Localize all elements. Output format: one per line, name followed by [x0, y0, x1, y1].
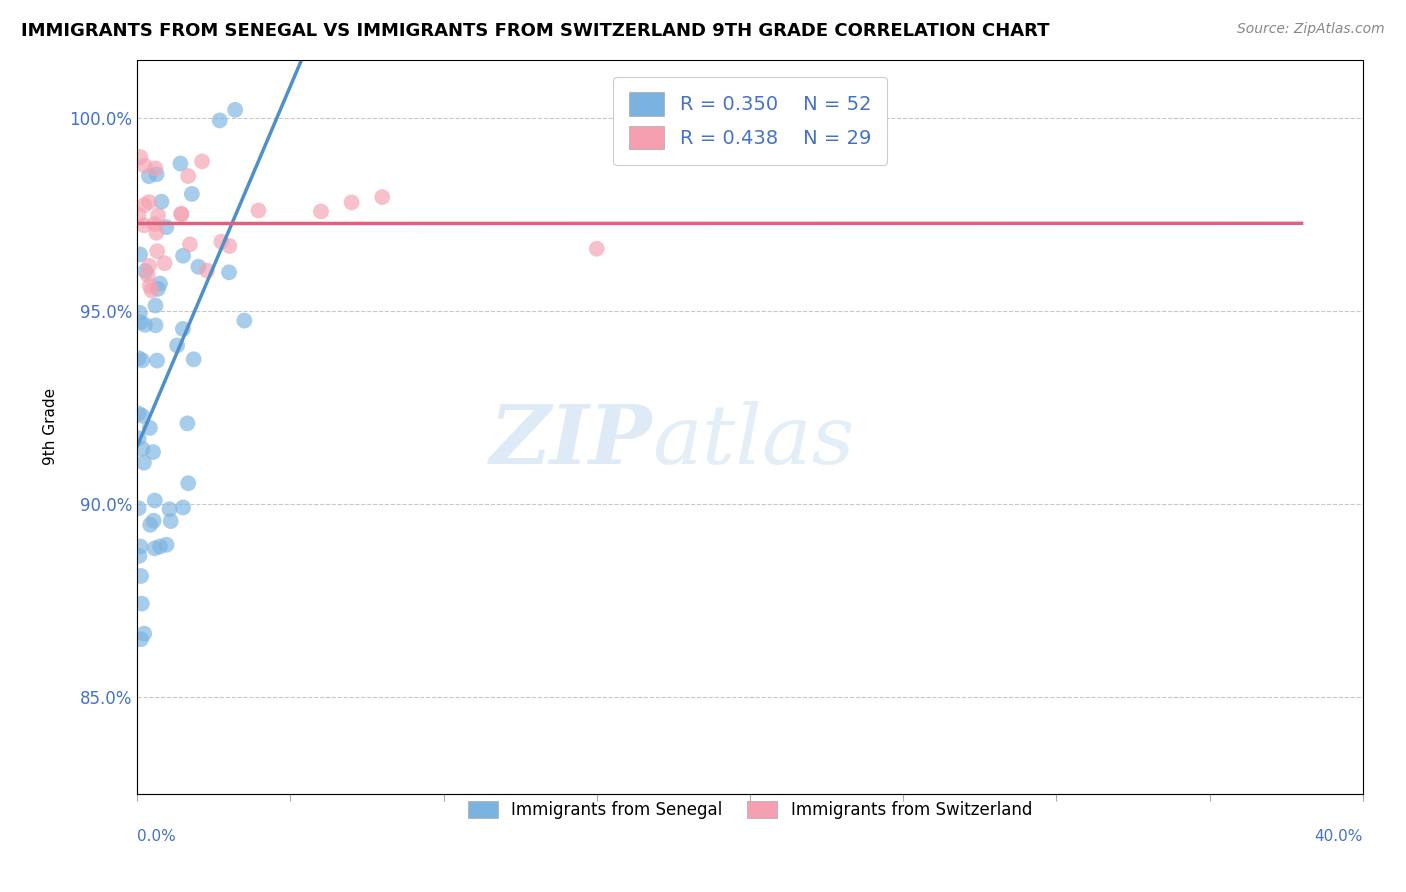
Point: [132, 456, 155, 470]
Point: [129, 315, 152, 329]
Point: [129, 569, 152, 583]
Point: [170, 207, 193, 221]
Text: ZIP: ZIP: [489, 401, 652, 482]
Point: [309, 204, 332, 219]
Point: [128, 549, 150, 563]
Point: [146, 244, 169, 259]
Text: 0.0%: 0.0%: [138, 829, 176, 844]
Point: [177, 476, 200, 491]
Point: [131, 442, 153, 456]
Point: [183, 352, 205, 367]
Point: [128, 208, 150, 222]
Point: [134, 198, 156, 212]
Point: [131, 597, 153, 611]
Y-axis label: 9th Grade: 9th Grade: [44, 388, 58, 466]
Point: [159, 514, 181, 528]
Point: [136, 268, 159, 282]
Point: [131, 409, 153, 423]
Point: [129, 150, 152, 164]
Point: [340, 195, 363, 210]
Point: [172, 249, 194, 263]
Point: [155, 220, 177, 235]
Point: [139, 278, 162, 293]
Point: [585, 242, 607, 256]
Point: [129, 247, 152, 261]
Point: [218, 239, 240, 253]
Point: [129, 540, 152, 554]
Point: [209, 235, 232, 249]
Point: [143, 541, 166, 556]
Point: [170, 207, 193, 221]
Point: [128, 306, 150, 320]
Point: [146, 208, 169, 222]
Point: [166, 338, 188, 352]
Point: [138, 169, 160, 183]
Point: [145, 318, 167, 333]
Point: [138, 194, 160, 209]
Point: [172, 500, 194, 515]
Text: Source: ZipAtlas.com: Source: ZipAtlas.com: [1237, 22, 1385, 37]
Point: [208, 113, 231, 128]
Point: [134, 159, 156, 173]
Point: [195, 263, 218, 277]
Point: [145, 161, 167, 176]
Point: [191, 154, 214, 169]
Point: [150, 194, 173, 209]
Point: [129, 632, 152, 647]
Point: [149, 540, 172, 554]
Point: [146, 282, 169, 296]
Point: [142, 514, 165, 528]
Point: [141, 284, 163, 298]
Point: [128, 407, 150, 421]
Point: [176, 417, 198, 431]
Point: [143, 217, 166, 231]
Point: [153, 256, 176, 270]
Point: [187, 260, 209, 274]
Point: [146, 353, 169, 368]
Point: [132, 219, 155, 233]
Point: [233, 313, 256, 327]
Point: [172, 322, 194, 336]
Text: atlas: atlas: [652, 401, 855, 482]
Point: [371, 190, 394, 204]
Point: [139, 517, 162, 532]
Point: [134, 318, 156, 332]
Point: [134, 264, 156, 278]
Point: [128, 431, 150, 445]
Point: [145, 226, 167, 240]
Point: [149, 277, 172, 291]
Point: [224, 103, 246, 117]
Point: [131, 353, 153, 368]
Point: [179, 237, 201, 252]
Text: IMMIGRANTS FROM SENEGAL VS IMMIGRANTS FROM SWITZERLAND 9TH GRADE CORRELATION CHA: IMMIGRANTS FROM SENEGAL VS IMMIGRANTS FR…: [21, 22, 1050, 40]
Point: [138, 259, 160, 273]
Legend: Immigrants from Senegal, Immigrants from Switzerland: Immigrants from Senegal, Immigrants from…: [461, 795, 1039, 826]
Point: [169, 156, 191, 170]
Point: [128, 501, 150, 516]
Point: [180, 186, 202, 201]
Point: [145, 167, 167, 181]
Point: [155, 538, 177, 552]
Point: [159, 502, 181, 516]
Point: [128, 351, 150, 366]
Point: [247, 203, 270, 218]
Point: [177, 169, 200, 183]
Point: [143, 493, 166, 508]
Point: [142, 445, 165, 459]
Point: [145, 299, 167, 313]
Point: [139, 421, 162, 435]
Point: [134, 626, 156, 640]
Point: [218, 265, 240, 279]
Text: 40.0%: 40.0%: [1315, 829, 1362, 844]
